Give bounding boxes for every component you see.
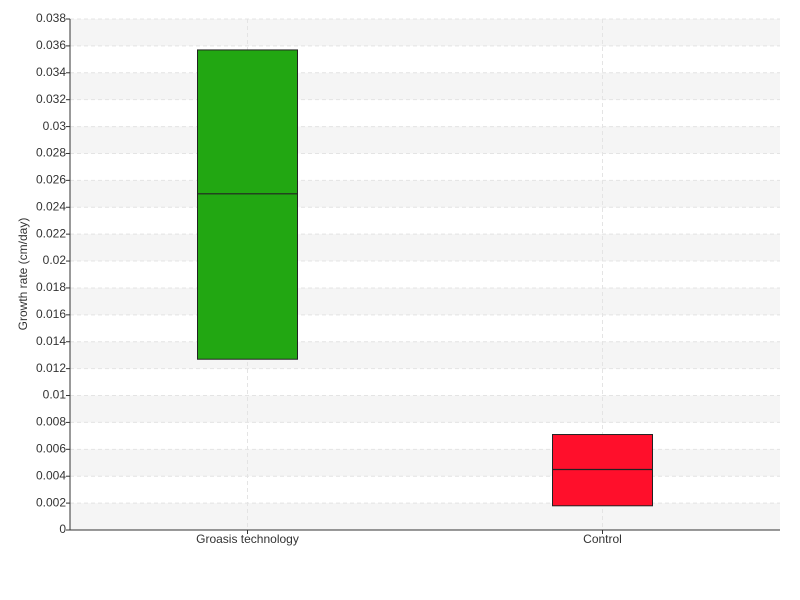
- grid-band: [70, 126, 780, 154]
- grid-band: [70, 19, 780, 46]
- y-tick-label: 0.012: [36, 361, 66, 375]
- grid-band: [70, 180, 780, 208]
- y-tick-label: 0.026: [36, 173, 66, 187]
- y-tick-label: 0.016: [36, 307, 66, 321]
- grid-band: [70, 72, 780, 100]
- y-tick-label: 0.03: [43, 119, 67, 133]
- box: [552, 434, 653, 507]
- grid-band: [70, 341, 780, 369]
- y-tick-label: 0.028: [36, 146, 66, 160]
- y-tick-label: 0.024: [36, 199, 66, 213]
- y-tick-label: 0.014: [36, 334, 66, 348]
- grid-band: [70, 234, 780, 262]
- grid-band: [70, 503, 780, 530]
- grid-band: [70, 395, 780, 423]
- y-tick-label: 0.002: [36, 495, 66, 509]
- y-tick-label: 0.02: [43, 253, 67, 267]
- box: [197, 49, 298, 360]
- y-axis-label: Growth rate (cm/day): [16, 218, 30, 331]
- y-tick-label: 0.036: [36, 38, 66, 52]
- y-tick-label: 0.038: [36, 11, 66, 25]
- y-tick-label: 0.018: [36, 280, 66, 294]
- y-tick-label: 0.004: [36, 468, 66, 482]
- grid-band: [70, 449, 780, 477]
- y-tick-label: 0.034: [36, 65, 66, 79]
- grid-band: [70, 287, 780, 315]
- y-tick-label: 0.008: [36, 415, 66, 429]
- y-tick-label: 0: [59, 522, 66, 536]
- y-tick-label: 0.022: [36, 226, 66, 240]
- y-tick-label: 0.01: [43, 388, 67, 402]
- x-tick-label: Groasis technology: [196, 532, 299, 546]
- y-tick-label: 0.006: [36, 441, 66, 455]
- x-tick-label: Control: [583, 532, 622, 546]
- y-tick-label: 0.032: [36, 92, 66, 106]
